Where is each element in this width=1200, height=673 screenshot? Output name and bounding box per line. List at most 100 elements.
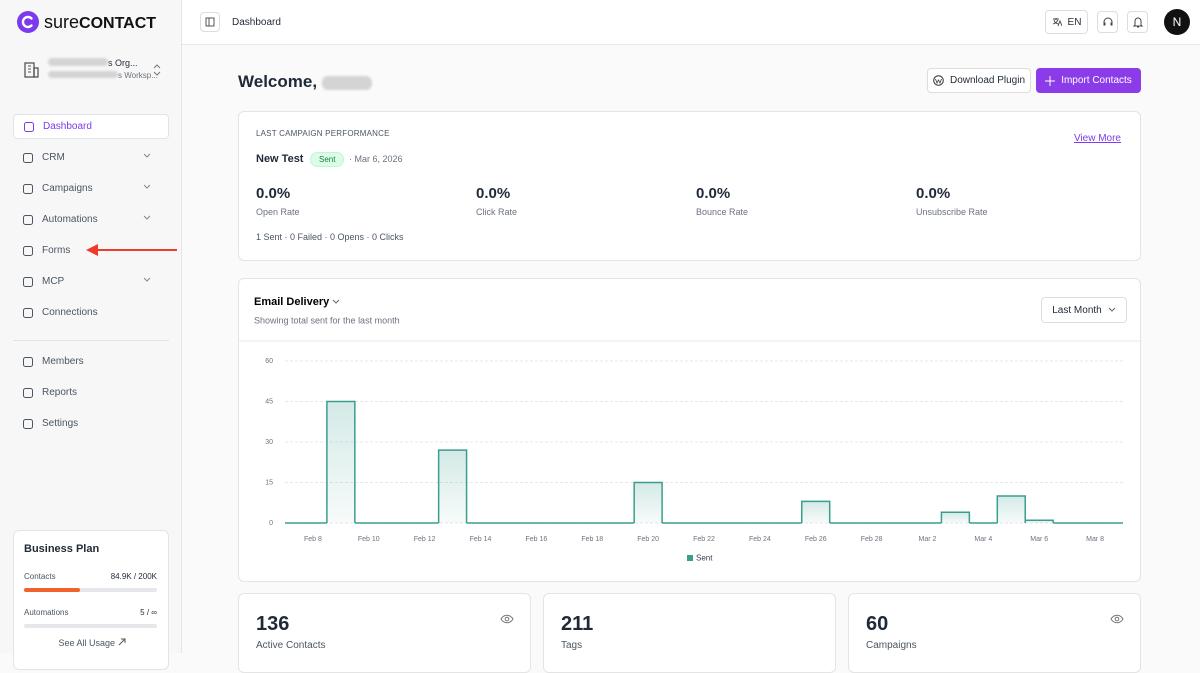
nav-divider xyxy=(13,340,169,341)
usage-bar xyxy=(24,624,157,628)
nav-item[interactable]: MCP xyxy=(13,269,169,294)
campaign-name: New Test xyxy=(256,153,304,165)
nav-label[interactable]: Automations xyxy=(42,214,98,225)
nav-label[interactable]: Reports xyxy=(42,387,78,398)
topbar: Dashboard EN N xyxy=(182,0,1200,45)
nav-item[interactable]: Campaigns xyxy=(13,176,169,201)
metric-value: 0.0% xyxy=(916,185,951,202)
nav-label[interactable]: Settings xyxy=(42,418,79,429)
nav-label[interactable]: Members xyxy=(42,356,84,367)
nav-item[interactable]: Dashboard xyxy=(13,114,169,139)
breadcrumb: Dashboard xyxy=(232,17,281,28)
view-icon[interactable] xyxy=(1110,611,1124,629)
y-tick-label: 30 xyxy=(265,439,273,446)
stat-value: 211 xyxy=(561,613,594,635)
stat-value: 136 xyxy=(256,613,290,635)
annotation-arrow xyxy=(86,244,177,256)
nav-label[interactable]: Connections xyxy=(42,307,98,318)
nav-label[interactable]: Campaigns xyxy=(42,183,93,194)
status-badge: Sent xyxy=(310,152,345,167)
step-line xyxy=(801,500,831,523)
sidebar-toggle[interactable] xyxy=(200,12,220,32)
legend-label: Sent xyxy=(696,554,713,563)
notifications-button[interactable] xyxy=(1127,11,1148,33)
avatar-initial[interactable]: N xyxy=(1172,15,1182,29)
nav-item[interactable]: Automations xyxy=(13,207,169,232)
step-line xyxy=(437,449,468,523)
view-icon[interactable] xyxy=(500,611,514,629)
step-area xyxy=(634,482,663,523)
plan-row-label: Automations xyxy=(24,608,69,617)
legend-swatch xyxy=(687,555,693,561)
metric-label: Open Rate xyxy=(256,207,300,217)
download-label[interactable]: Download Plugin xyxy=(949,75,1026,86)
plan-row-value: 84.9K / 200K xyxy=(110,572,157,581)
stat-label: Active Contacts xyxy=(256,640,326,651)
campaign-heading: LAST CAMPAIGN PERFORMANCE xyxy=(256,129,390,138)
y-tick-label: 0 xyxy=(269,520,273,527)
x-tick-label: Feb 16 xyxy=(526,536,548,543)
metric-label: Bounce Rate xyxy=(696,207,749,217)
welcome: Welcome, xyxy=(238,72,372,92)
sidebar: sureCONTACT s Org... s Worksp... Busines… xyxy=(0,0,182,670)
plan-row-value: 5 / ∞ xyxy=(140,608,157,617)
chart: Email Delivery Showing total sent for th… xyxy=(239,296,1140,563)
download-button[interactable]: Download Plugin xyxy=(927,68,1031,93)
view-more[interactable]: View More xyxy=(1073,133,1121,144)
nav-label[interactable]: MCP xyxy=(42,276,65,287)
metric-value: 0.0% xyxy=(256,185,291,202)
nav-item[interactable]: Members xyxy=(13,349,169,374)
step-line xyxy=(996,495,1026,523)
nav-item[interactable]: Connections xyxy=(13,300,169,325)
y-tick-label: 60 xyxy=(265,358,273,365)
welcome-text: Welcome, xyxy=(238,72,318,91)
step-line xyxy=(633,481,663,523)
org-switcher[interactable]: s Org... s Worksp... xyxy=(13,54,169,86)
brand[interactable]: sureCONTACT xyxy=(44,12,156,33)
org-workspace: s Worksp... xyxy=(118,71,158,80)
nav-item[interactable]: Settings xyxy=(13,411,169,436)
import-label[interactable]: Import Contacts xyxy=(1061,75,1132,86)
support-button[interactable] xyxy=(1097,11,1118,33)
campaign-summary: 1 Sent · 0 Failed · 0 Opens · 0 Clicks xyxy=(256,232,404,242)
x-tick-label: Mar 2 xyxy=(919,536,937,543)
stat-card: 136 Active Contacts xyxy=(238,593,531,673)
step-area xyxy=(438,450,467,523)
plan-card: Business Plan Contacts 84.9K / 200K Auto… xyxy=(13,530,169,670)
avatar[interactable]: N xyxy=(1164,9,1190,35)
step-line xyxy=(326,400,356,523)
usage-bar xyxy=(24,588,157,592)
chart-title[interactable]: Email Delivery xyxy=(254,296,330,308)
usage-link[interactable]: See All Usage xyxy=(14,638,170,648)
step-area xyxy=(801,501,830,523)
import-button[interactable]: Import Contacts xyxy=(1036,68,1141,93)
brand-prefix: sure xyxy=(44,12,80,32)
language-button[interactable]: EN xyxy=(1045,10,1088,34)
plan-row-label: Contacts xyxy=(24,572,56,581)
range-select[interactable]: Last Month xyxy=(1041,297,1127,323)
stat-card: 211 Tags xyxy=(543,593,836,673)
x-tick-label: Feb 28 xyxy=(861,536,883,543)
x-tick-label: Feb 12 xyxy=(414,536,436,543)
language[interactable]: EN xyxy=(1067,16,1082,28)
nav-label[interactable]: Forms xyxy=(42,245,71,256)
nav-label[interactable]: CRM xyxy=(42,152,65,163)
metric-value: 0.0% xyxy=(476,185,511,202)
nav-item[interactable]: Reports xyxy=(13,380,169,405)
x-tick-label: Feb 22 xyxy=(693,536,715,543)
range-label[interactable]: Last Month xyxy=(1052,304,1102,316)
x-tick-label: Feb 20 xyxy=(637,536,659,543)
step-line xyxy=(940,511,971,523)
usage-link-text[interactable]: See All Usage xyxy=(58,638,116,648)
chart-subtitle: Showing total sent for the last month xyxy=(254,315,400,325)
nav-item[interactable]: Forms xyxy=(13,238,169,263)
x-tick-label: Mar 4 xyxy=(974,536,992,543)
nav-label[interactable]: Dashboard xyxy=(43,121,92,132)
nav-item[interactable]: CRM xyxy=(13,145,169,170)
campaign-card: LAST CAMPAIGN PERFORMANCE View More New … xyxy=(238,111,1141,261)
x-tick-label: Mar 8 xyxy=(1086,536,1104,543)
logo-icon xyxy=(17,11,39,33)
y-tick-label: 45 xyxy=(265,398,273,405)
x-tick-label: Mar 6 xyxy=(1030,536,1048,543)
